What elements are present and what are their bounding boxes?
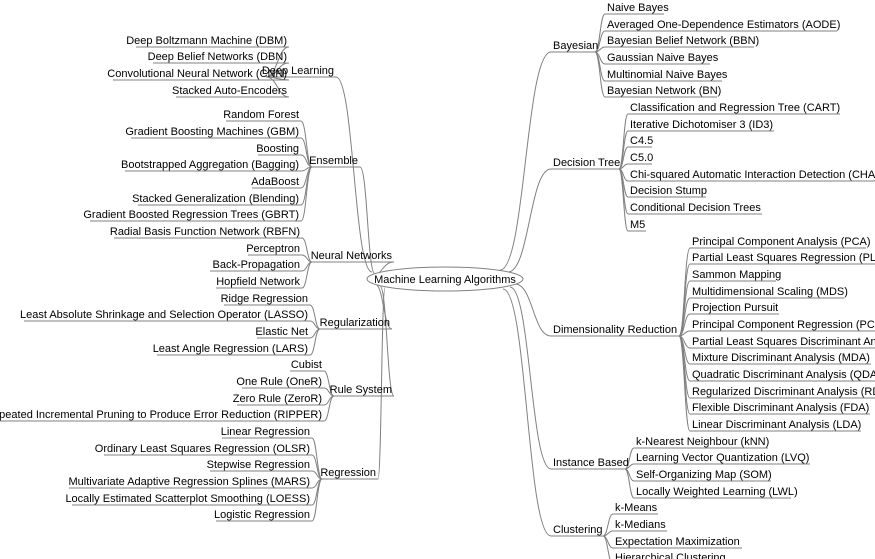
leaf-label: Perceptron: [246, 243, 300, 255]
leaf-label: Partial Least Squares Regression (PLSR): [692, 252, 875, 264]
category-label: Regression: [320, 467, 376, 479]
branch-to-category: [510, 287, 551, 469]
leaf-label: Naive Bayes: [607, 2, 669, 14]
mindmap-canvas: Deep LearningDeep Boltzmann Machine (DBM…: [0, 0, 875, 559]
branch-to-category: [336, 77, 372, 272]
branch-to-leaf: [312, 479, 322, 521]
leaf-label: Sammon Mapping: [692, 269, 781, 281]
leaf-label: Bayesian Belief Network (BBN): [607, 35, 759, 47]
leaf-label: Linear Regression: [221, 426, 310, 438]
leaf-label: Deep Boltzmann Machine (DBM): [126, 35, 287, 47]
leaf-label: Gradient Boosting Machines (GBM): [125, 126, 299, 138]
branch-to-leaf: [679, 248, 690, 336]
leaf-label: Boosting: [256, 143, 299, 155]
category-label: Clustering: [553, 524, 603, 536]
leaf-label: Regularized Discriminant Analysis (RDA): [692, 386, 875, 398]
root-layer: Machine Learning Algorithms: [367, 267, 523, 291]
branch-to-leaf: [619, 114, 628, 169]
leaf-label: Stepwise Regression: [207, 459, 310, 471]
branch-to-category: [503, 289, 551, 536]
leaf-label: Deep Belief Networks (DBN): [148, 51, 287, 63]
branch-to-leaf: [625, 469, 634, 498]
leaf-label: C4.5: [630, 135, 653, 147]
leaf-label: Convolutional Neural Network (CNN): [107, 68, 287, 80]
leaf-label: Stacked Generalization (Blending): [132, 193, 299, 205]
leaf-label: Ridge Regression: [221, 293, 308, 305]
leaf-label: Flexible Discriminant Analysis (FDA): [692, 402, 869, 414]
leaf-label: Self-Organizing Map (SOM): [636, 469, 772, 481]
category-label: Neural Networks: [311, 250, 393, 262]
leaf-label: Gradient Boosted Regression Trees (GBRT): [83, 209, 299, 221]
branch-to-leaf: [301, 167, 312, 221]
category-label: Regularization: [320, 317, 390, 329]
leaf-label: Ordinary Least Squares Regression (OLSR): [95, 443, 310, 455]
branch-to-category: [508, 169, 551, 272]
category-label: Ensemble: [309, 155, 358, 167]
branch-to-leaf: [619, 169, 628, 231]
branch-to-leaf: [301, 167, 312, 205]
leaf-label: Chi-squared Automatic Interaction Detect…: [630, 169, 875, 181]
leaf-label: Hopfield Network: [216, 276, 300, 288]
leaf-label: Multinomial Naive Bayes: [607, 69, 728, 81]
leaf-label: Cubist: [291, 359, 322, 371]
leaf-label: Conditional Decision Trees: [630, 202, 761, 214]
leaf-label: Quadratic Discriminant Analysis (QDA): [692, 369, 875, 381]
leaf-label: Expectation Maximization: [615, 536, 740, 548]
leaf-label: Principal Component Analysis (PCA): [692, 236, 871, 248]
leaf-label: Linear Discriminant Analysis (LDA): [692, 419, 861, 431]
leaf-label: Decision Stump: [630, 185, 707, 197]
leaf-label: k-Medians: [615, 519, 666, 531]
leaf-label: Iterative Dichotomiser 3 (ID3): [630, 119, 773, 131]
leaf-label: Back-Propagation: [213, 259, 300, 271]
leaf-label: Classification and Regression Tree (CART…: [630, 102, 840, 114]
leaf-label: k-Nearest Neighbour (kNN): [636, 436, 769, 448]
leaf-label: k-Means: [615, 502, 658, 514]
category-label: Dimensionality Reduction: [553, 324, 677, 336]
leaf-label: Radial Basis Function Network (RBFN): [110, 226, 300, 238]
leaf-label: Projection Pursuit: [692, 302, 778, 314]
leaf-label: AdaBoost: [251, 176, 299, 188]
branch-to-category: [515, 284, 551, 336]
leaf-label: C5.0: [630, 152, 653, 164]
category-label: Rule System: [330, 384, 392, 396]
leaf-label: Elastic Net: [255, 326, 308, 338]
leaf-label: M5: [630, 219, 645, 231]
category-label: Bayesian: [553, 40, 598, 52]
leaf-label: Locally Weighted Learning (LWL): [636, 486, 798, 498]
leaf-label: Multivariate Adaptive Regression Splines…: [69, 476, 311, 488]
leaf-label: Learning Vector Quantization (LVQ): [636, 452, 809, 464]
leaf-label: Repeated Incremental Pruning to Produce …: [0, 409, 322, 421]
leaf-label: Zero Rule (ZeroR): [233, 393, 322, 405]
leaf-label: Partial Least Squares Discriminant Analy…: [692, 336, 875, 348]
leaf-label: Averaged One-Dependence Estimators (AODE…: [607, 19, 840, 31]
leaf-label: Least Absolute Shrinkage and Selection O…: [20, 309, 308, 321]
category-label: Decision Tree: [553, 157, 620, 169]
leaf-label: Least Angle Regression (LARS): [153, 343, 308, 355]
leaf-label: One Rule (OneR): [236, 376, 322, 388]
leaf-label: Locally Estimated Scatterplot Smoothing …: [65, 493, 310, 505]
leaf-label: Random Forest: [223, 109, 299, 121]
leaf-label: Gaussian Naive Bayes: [607, 52, 719, 64]
category-label: Instance Based: [553, 457, 629, 469]
leaf-label: Hierarchical Clustering: [615, 552, 726, 559]
leaf-label: Mixture Discriminant Analysis (MDA): [692, 352, 870, 364]
leaf-label: Bootstrapped Aggregation (Bagging): [121, 159, 299, 171]
leaf-label: Principal Component Regression (PCR): [692, 319, 875, 331]
branch-to-leaf: [603, 514, 613, 536]
leaf-label: Bayesian Network (BN): [607, 85, 721, 97]
leaf-label: Multidimensional Scaling (MDS): [692, 286, 848, 298]
root-label: Machine Learning Algorithms: [374, 274, 516, 286]
leaf-label: Stacked Auto-Encoders: [172, 85, 287, 97]
leaf-label: Logistic Regression: [214, 509, 310, 521]
